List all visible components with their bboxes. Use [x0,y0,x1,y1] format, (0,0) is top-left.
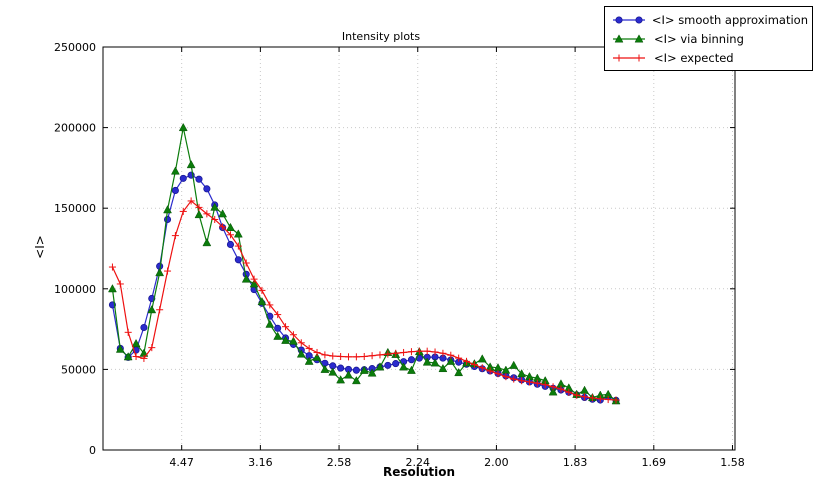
circle-marker [171,186,179,195]
triangle-marker [249,279,259,288]
circle-marker [615,15,623,24]
triangle-marker [304,356,314,365]
circle-marker [234,256,242,264]
triangle-marker [517,369,527,378]
legend-label: <I> expected [654,50,734,65]
tick-labels: 4.47 3.16 2.58 2.24 2.00 1.83 1.69 1.58 0 50000 10… [54,41,745,469]
triangle-marker [446,356,456,365]
triangle-marker [430,358,440,367]
triangle-marker [147,305,157,314]
circle-marker [352,366,360,374]
triangle-marker [548,387,558,396]
y-tick-label: 200000 [54,122,96,135]
triangle-marker [634,33,644,42]
y-tick-label: 150000 [54,202,96,215]
circle-marker [179,174,187,182]
triangle-marker [336,375,346,384]
x-tick-label: 1.58 [720,456,745,469]
triangle-marker [241,274,251,283]
triangle-marker [233,229,243,238]
x-tick-label: 3.16 [248,456,273,469]
triangle-marker [226,222,235,231]
triangle-marker [399,362,408,371]
triangle-marker [454,367,464,377]
triangle-marker [218,209,228,218]
circle-marker [274,324,282,332]
triangle-marker [202,238,212,247]
triangle-marker [509,360,519,369]
chart-title: Intensity plots [341,30,421,43]
triangle-marker [178,122,188,132]
triangle-marker [186,159,196,169]
triangle-marker [312,352,322,361]
series-2 [108,197,620,404]
triangle-marker [265,319,275,328]
triangle-marker [257,297,267,306]
legend-entry: <I> expected [611,49,808,67]
triangle-marker [375,362,385,371]
y-tick-label: 0 [89,444,96,457]
legend-entry: <I> smooth approximation [611,11,808,29]
triangle-marker [115,344,125,353]
triangle-marker [273,331,283,340]
y-tick-label: 100000 [54,283,96,296]
triangle-marker [131,338,141,348]
x-tick-label: 2.00 [484,456,509,469]
triangle-marker [580,385,589,394]
circle-marker [195,175,203,183]
triangle-marker [155,267,165,277]
legend-label: <I> smooth approximation [651,12,808,27]
circle-marker [635,15,643,24]
triangle-marker [477,354,487,363]
plot-border [102,46,736,451]
legend-marker-sample [613,53,645,62]
legend-marker-sample [613,15,645,24]
triangle-marker [328,367,338,376]
triangle-marker [123,352,133,361]
legend-entry: <I> via binning [611,30,808,48]
triangle-marker [614,33,624,42]
triangle-marker [320,364,330,373]
triangle-marker [210,202,220,211]
gridlines [103,47,735,450]
triangle-marker [194,209,204,219]
legend: <I> smooth approximation <I> via binning <… [604,6,813,71]
triangle-marker [367,368,377,377]
x-tick-label: 2.24 [405,456,430,469]
series-1 [108,122,621,405]
triangle-marker [288,336,298,345]
triangle-marker [281,335,290,344]
circle-marker [203,185,211,193]
triangle-marker [344,370,353,379]
circle-marker [226,240,235,249]
circle-marker [337,364,345,372]
triangle-marker [422,357,432,366]
circle-marker [392,360,400,368]
x-tick-label: 1.83 [563,456,588,469]
y-tick-label: 50000 [61,363,96,376]
y-tick-label: 250000 [54,41,96,54]
legend-label: <I> via binning [654,31,744,46]
legend-marker-sample [613,33,645,42]
triangle-marker [170,166,180,175]
triangle-marker [438,363,448,373]
triangle-marker [351,376,361,385]
triangle-marker [108,284,117,293]
x-tick-label: 2.58 [327,456,352,469]
circle-marker [163,215,172,224]
circle-marker [140,323,148,332]
x-axis-label: Resolution [382,465,456,479]
triangle-marker [296,349,306,358]
x-tick-label: 4.47 [169,456,194,469]
triangle-marker [163,205,172,214]
axis-ticks [103,46,735,451]
triangle-marker [407,365,416,374]
triangle-marker [359,365,369,374]
x-tick-label: 1.69 [642,456,667,469]
circle-marker [384,361,392,369]
y-axis-label: <I> [33,235,47,259]
circle-marker [407,356,415,364]
